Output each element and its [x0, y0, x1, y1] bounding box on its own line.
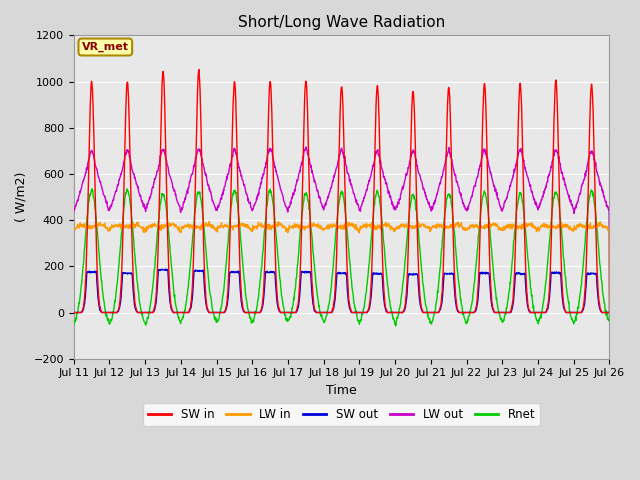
- X-axis label: Time: Time: [326, 384, 357, 397]
- Text: VR_met: VR_met: [82, 42, 129, 52]
- Y-axis label: ( W/m2): ( W/m2): [15, 172, 28, 222]
- Title: Short/Long Wave Radiation: Short/Long Wave Radiation: [238, 15, 445, 30]
- Legend: SW in, LW in, SW out, LW out, Rnet: SW in, LW in, SW out, LW out, Rnet: [143, 403, 540, 426]
